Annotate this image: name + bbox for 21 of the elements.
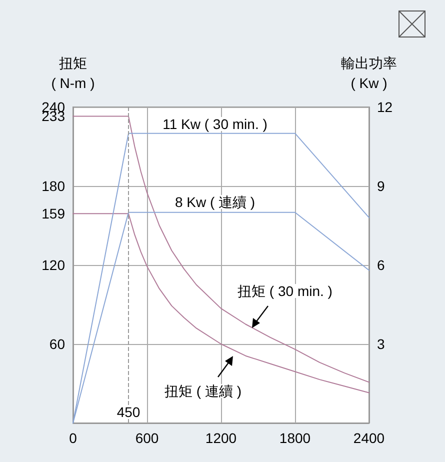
annotation: 11 Kw ( 30 min. ) <box>162 116 268 132</box>
y-tick-label: 120 <box>42 257 66 273</box>
x-tick-label: 1800 <box>279 430 311 446</box>
y-tick-label: 180 <box>42 178 66 194</box>
annotation: 8 Kw ( 連續 ) <box>174 194 256 210</box>
y-tick-label: 159 <box>42 206 66 222</box>
ref-line-label: 450 <box>116 404 140 420</box>
y2-axis-title: 輸出功率 ( Kw ) <box>341 55 397 91</box>
x-tick-label: 0 <box>69 430 78 446</box>
y2-tick-label: 6 <box>377 257 385 273</box>
annotation: 扭矩 ( 連續 ) <box>164 383 242 399</box>
x-tick-label: 600 <box>135 430 159 446</box>
line-series <box>72 116 370 383</box>
y-axis-title: 扭矩 ( N-m ) <box>51 55 95 91</box>
x-tick-label: 2400 <box>353 430 385 446</box>
x-tick-label: 1200 <box>205 430 237 446</box>
y2-tick-label: 12 <box>377 99 393 115</box>
y-tick-label: 60 <box>49 336 66 352</box>
y2-tick-label: 3 <box>377 336 385 352</box>
annotation: 扭矩 ( 30 min. ) <box>238 283 332 299</box>
y2-tick-label: 9 <box>377 178 385 194</box>
